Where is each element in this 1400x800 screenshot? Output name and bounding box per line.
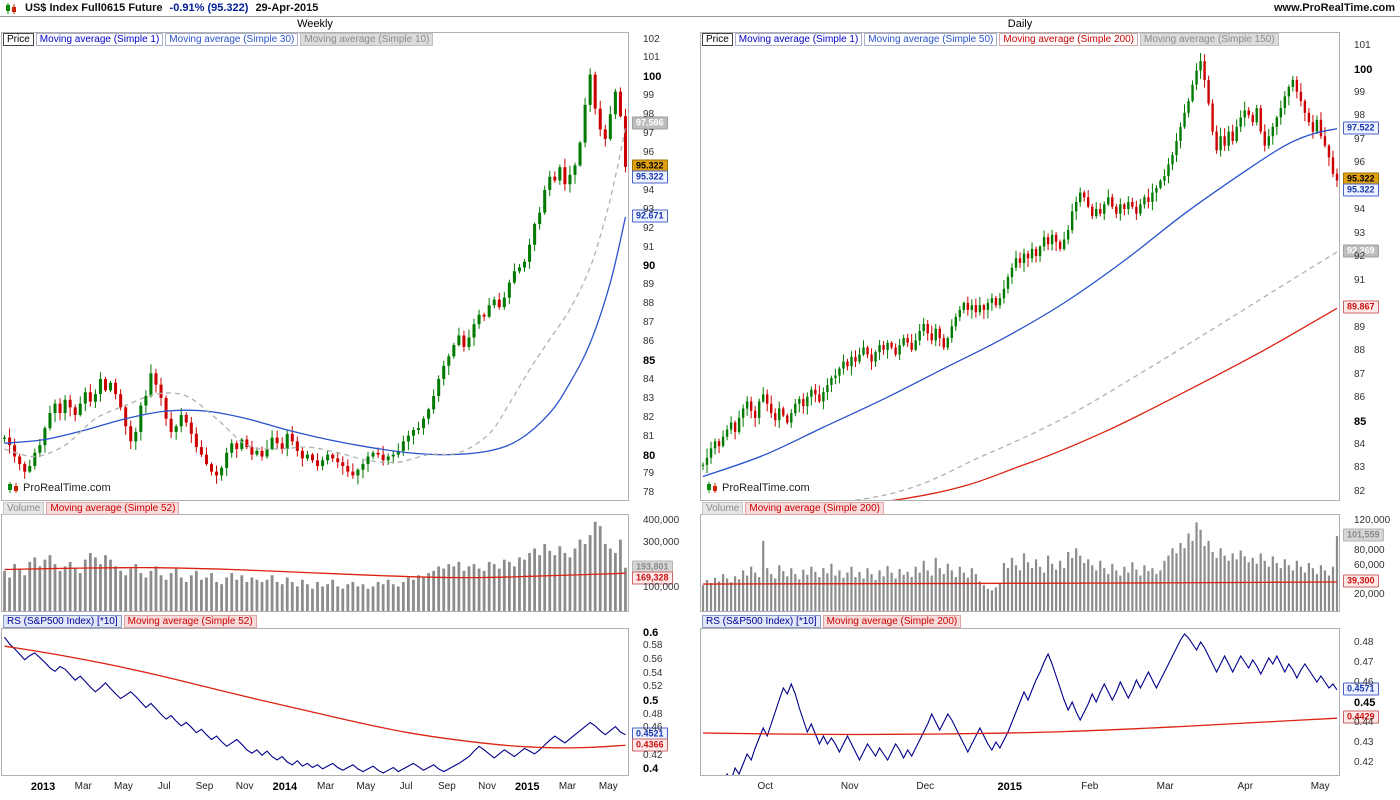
watermark-text: ProRealTime.com	[23, 481, 111, 494]
weekly-price-axis[interactable]: 97.586 95.322 95.322 92.671 78 79 80 81 82 83 84 85…	[631, 32, 698, 501]
legend-ma-simple-50[interactable]: Moving average (Simple 50)	[864, 33, 998, 46]
change-value: -0.91% (95.322)	[169, 2, 249, 14]
watermark-candles-icon	[707, 482, 717, 493]
legend-rs-ma[interactable]: Moving average (Simple 52)	[123, 615, 257, 628]
legend-volume[interactable]: Volume	[702, 502, 744, 515]
weekly-volume-legend: Volume Moving average (Simple 52)	[3, 502, 180, 515]
daily-rs-chart[interactable]	[700, 628, 1340, 776]
legend-rs[interactable]: RS (S&P500 Index) [*10]	[702, 615, 821, 628]
weekly-volume-axis[interactable]: 193,801 169,328 100,000 300,000 400,000	[631, 514, 698, 612]
weekly-panel: Weekly Price Moving average (Simple 1) M…	[1, 0, 698, 800]
header-bar: US$ Index Full0615 Future -0.91% (95.322…	[0, 0, 1400, 17]
weekly-title: Weekly	[297, 18, 333, 30]
weekly-price-legend: Price Moving average (Simple 1) Moving a…	[3, 33, 434, 46]
daily-panel: Daily Price Moving average (Simple 1) Mo…	[700, 0, 1400, 800]
legend-ma-simple-10[interactable]: Moving average (Simple 10)	[300, 33, 434, 46]
legend-ma-simple-30[interactable]: Moving average (Simple 30)	[165, 33, 299, 46]
legend-price[interactable]: Price	[702, 33, 733, 46]
weekly-price-chart[interactable]	[1, 32, 629, 501]
daily-volume-chart[interactable]	[700, 514, 1340, 612]
legend-rs-ma[interactable]: Moving average (Simple 200)	[822, 615, 962, 628]
legend-volume[interactable]: Volume	[3, 502, 45, 515]
watermark-text: ProRealTime.com	[722, 481, 810, 494]
daily-rs-axis[interactable]: 0.4571 0.4429 0.42 0.43 0.44 0.45 0.46 0.47 0.48	[1342, 628, 1400, 776]
weekly-rs-chart[interactable]	[1, 628, 629, 776]
daily-time-axis[interactable]: Oct Nov Dec 2015 Feb Mar Apr May	[757, 781, 1330, 793]
daily-title: Daily	[1007, 18, 1033, 30]
weekly-rs-legend: RS (S&P500 Index) [*10] Moving average (…	[3, 615, 257, 628]
daily-price-legend: Price Moving average (Simple 1) Moving a…	[702, 33, 1279, 46]
weekly-time-axis[interactable]: 2013 Mar May Jul Sep Nov 2014 Mar May Jul Sep Nov 20…	[30, 781, 618, 793]
prorealtime-link[interactable]: www.ProRealTime.com	[1273, 2, 1395, 14]
legend-ma-simple-200[interactable]: Moving average (Simple 200)	[999, 33, 1138, 46]
daily-price-axis[interactable]: 97.522 95.322 95.322 92.269 89.867 82 83 84 85 86…	[1342, 32, 1400, 501]
daily-volume-axis[interactable]: 101,559 39,300 20,000 60,000 80,000 120,000	[1342, 514, 1400, 612]
weekly-volume-chart[interactable]	[1, 514, 629, 612]
quote-date: 29-Apr-2015	[255, 2, 319, 14]
watermark-daily: ProRealTime.com	[706, 481, 810, 494]
weekly-rs-axis[interactable]: 0.4521 0.4366 0.4 0.42 0.46 0.48 0.5 0.52 0.54 0.…	[631, 627, 698, 776]
watermark-weekly: ProRealTime.com	[7, 481, 111, 494]
legend-price[interactable]: Price	[3, 33, 34, 46]
app-logo-icon	[6, 2, 16, 14]
legend-volume-ma[interactable]: Moving average (Simple 200)	[745, 502, 884, 515]
legend-ma-simple-1[interactable]: Moving average (Simple 1)	[734, 33, 863, 46]
legend-rs[interactable]: RS (S&P500 Index) [*10]	[3, 615, 122, 628]
daily-rs-legend: RS (S&P500 Index) [*10] Moving average (…	[702, 615, 962, 628]
watermark-candles-icon	[8, 482, 18, 493]
legend-volume-ma[interactable]: Moving average (Simple 52)	[46, 502, 180, 515]
legend-ma-simple-1[interactable]: Moving average (Simple 1)	[35, 33, 164, 46]
daily-volume-legend: Volume Moving average (Simple 200)	[702, 502, 884, 515]
daily-price-chart[interactable]	[700, 32, 1340, 501]
instrument-name: US$ Index Full0615 Future	[25, 2, 163, 14]
legend-ma-simple-150[interactable]: Moving average (Simple 150)	[1139, 33, 1279, 46]
